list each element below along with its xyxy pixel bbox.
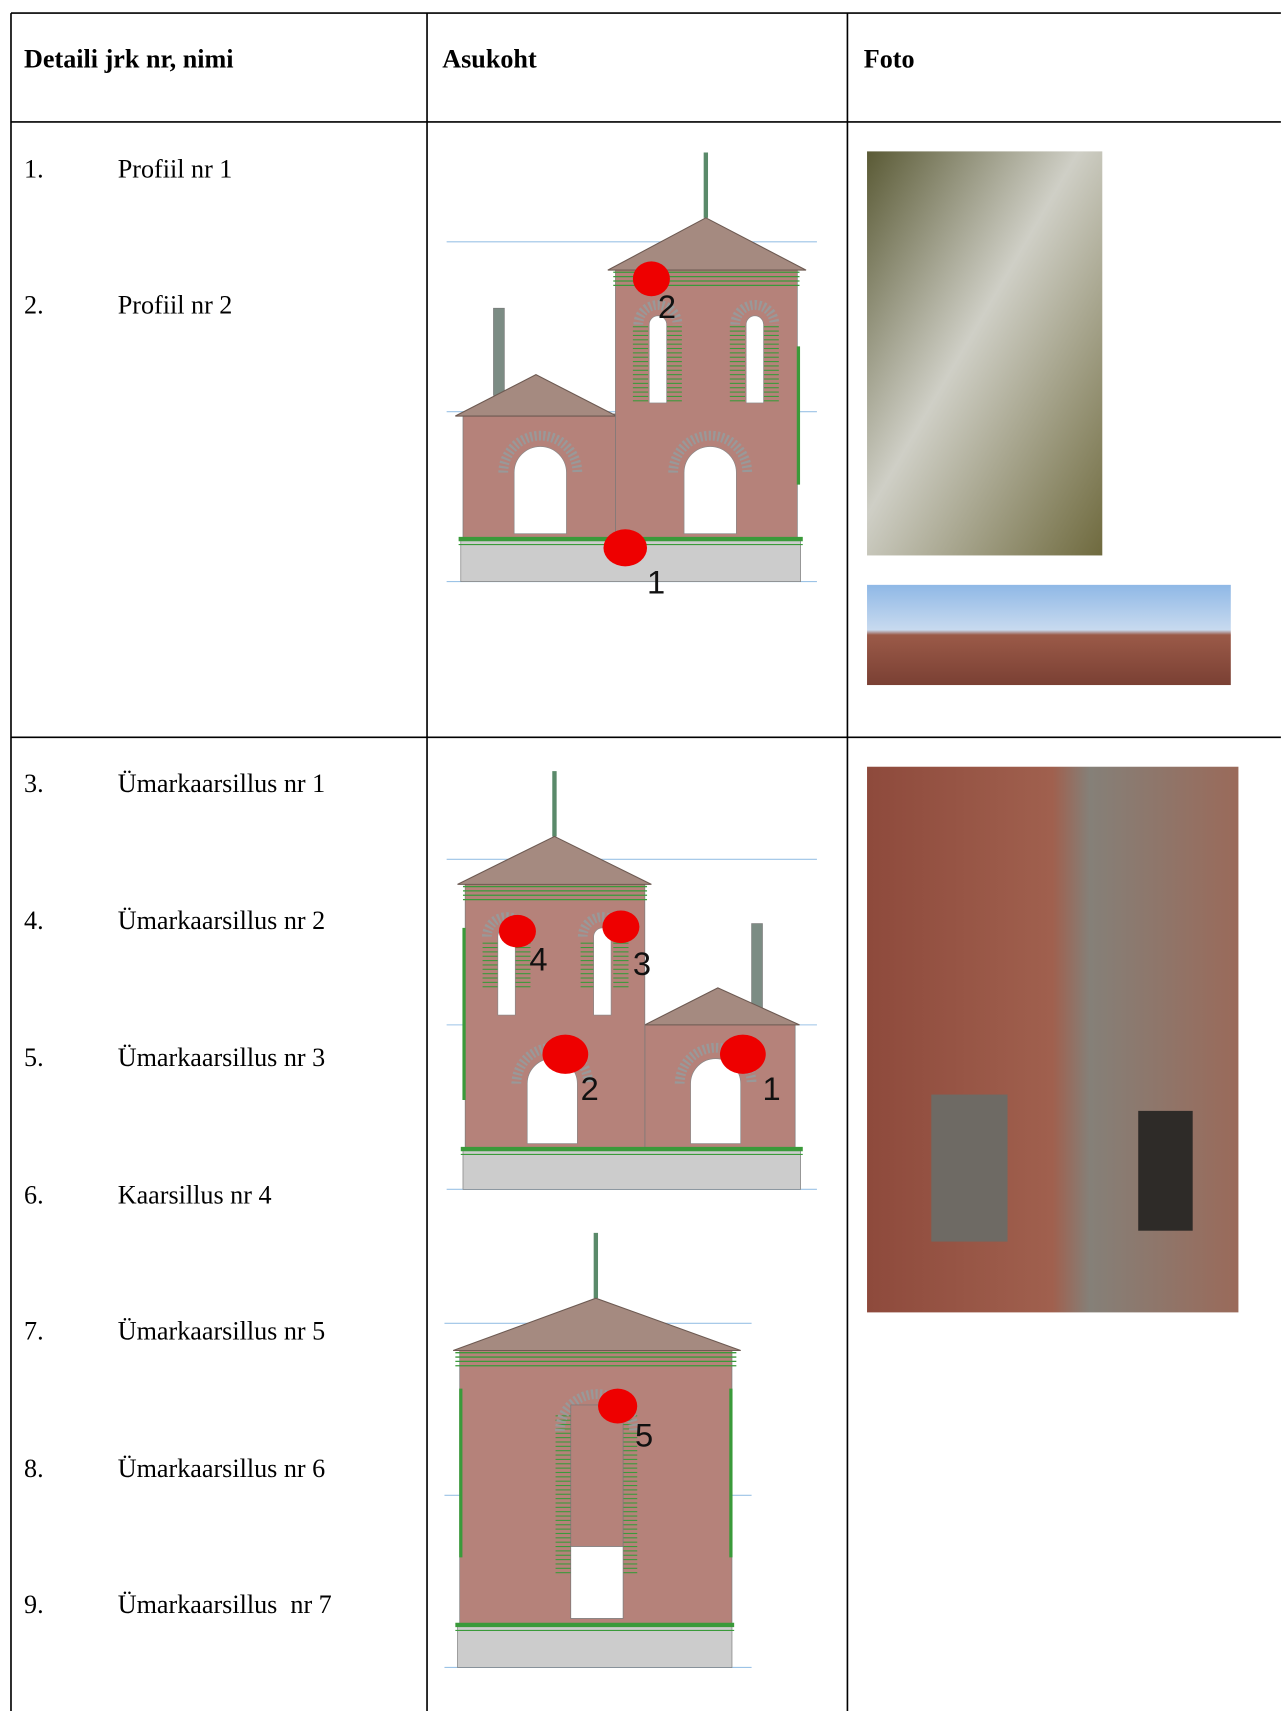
item-name: Ümarkaarsillus nr 1 [118,769,325,798]
item-number: 8. [24,1454,44,1483]
photo [867,584,1231,686]
header-cell: Foto [864,45,915,74]
roof [457,835,652,885]
item-name: Ümarkaarsillus nr 3 [118,1043,325,1072]
marker-label: 5 [635,1416,653,1453]
window [648,315,667,404]
photo-detail [1138,1110,1193,1231]
item-number: 5. [24,1043,44,1072]
item-name: Ümarkaarsillus nr 5 [118,1317,325,1346]
marker-dot [598,1388,638,1424]
marker-label: 2 [658,288,676,325]
item-name: Ümarkaarsillus nr 6 [118,1454,325,1483]
marker-label: 1 [762,1070,780,1107]
item-number: 3. [24,769,44,798]
window-fill [570,1404,624,1547]
item-number: 9. [24,1590,44,1619]
arch-brick [555,1389,639,1432]
marker-label: 2 [581,1070,599,1107]
photo-detail [931,1094,1008,1242]
item-name: Ümarkaarsillus nr 2 [118,906,325,935]
item-name: Ümarkaarsillus nr 7 [118,1590,332,1619]
roof [607,217,807,271]
roof [452,1297,741,1352]
marker-dot [603,529,648,567]
arch-brick [511,1042,594,1084]
marker-label: 3 [633,945,651,982]
item-name: Profiil nr 1 [118,155,233,184]
base [457,1624,733,1668]
item-name: Kaarsillus nr 4 [118,1180,272,1209]
item-number: 7. [24,1317,44,1346]
window [570,1546,624,1619]
roof [455,374,617,417]
window [593,927,612,1016]
roof [644,987,800,1026]
item-number: 6. [24,1180,44,1209]
base [462,1148,801,1190]
marker-dot [542,1034,589,1074]
marker-label: 1 [647,564,665,601]
header-cell: Asukoht [442,45,537,74]
item-number: 4. [24,906,44,935]
arch-brick [668,430,753,473]
marker-dot [632,261,670,297]
item-number: 2. [24,291,44,320]
marker-label: 4 [529,940,547,977]
item-name: Profiil nr 2 [118,291,233,320]
window [683,446,737,534]
window [513,446,567,534]
photo [867,151,1103,556]
item-number: 1. [24,155,44,184]
arch-brick [498,430,583,473]
header-cell: Detaili jrk nr, nimi [24,45,233,74]
window [690,1058,742,1144]
table-borders [10,12,1281,1711]
drawings: 2 1 4 3 2 1 5 [444,152,817,1668]
chimney [493,307,505,396]
marker-dot [602,910,640,944]
arch-brick [633,300,683,325]
window [745,315,764,404]
chimney [751,923,763,1012]
arch-brick [730,300,780,325]
marker-dot [720,1034,766,1074]
marker-dot [498,914,536,948]
